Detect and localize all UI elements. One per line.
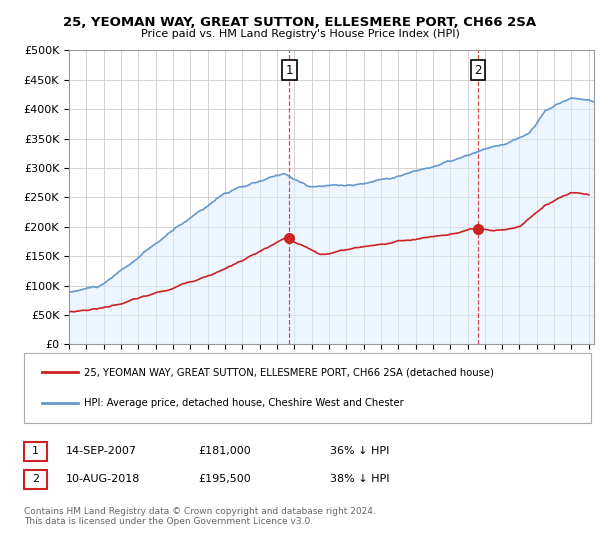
Text: Contains HM Land Registry data © Crown copyright and database right 2024.
This d: Contains HM Land Registry data © Crown c…	[24, 507, 376, 526]
Text: £181,000: £181,000	[198, 446, 251, 456]
Text: 25, YEOMAN WAY, GREAT SUTTON, ELLESMERE PORT, CH66 2SA (detached house): 25, YEOMAN WAY, GREAT SUTTON, ELLESMERE …	[84, 367, 494, 377]
Text: 10-AUG-2018: 10-AUG-2018	[66, 474, 140, 484]
Text: 2: 2	[475, 64, 482, 77]
Text: 1: 1	[286, 64, 293, 77]
Text: 14-SEP-2007: 14-SEP-2007	[66, 446, 137, 456]
Text: 36% ↓ HPI: 36% ↓ HPI	[330, 446, 389, 456]
Text: 2: 2	[32, 474, 39, 484]
Text: £195,500: £195,500	[198, 474, 251, 484]
Text: HPI: Average price, detached house, Cheshire West and Chester: HPI: Average price, detached house, Ches…	[84, 398, 404, 408]
Text: 1: 1	[32, 446, 39, 456]
Text: 38% ↓ HPI: 38% ↓ HPI	[330, 474, 389, 484]
Text: 25, YEOMAN WAY, GREAT SUTTON, ELLESMERE PORT, CH66 2SA: 25, YEOMAN WAY, GREAT SUTTON, ELLESMERE …	[64, 16, 536, 29]
Text: Price paid vs. HM Land Registry's House Price Index (HPI): Price paid vs. HM Land Registry's House …	[140, 29, 460, 39]
